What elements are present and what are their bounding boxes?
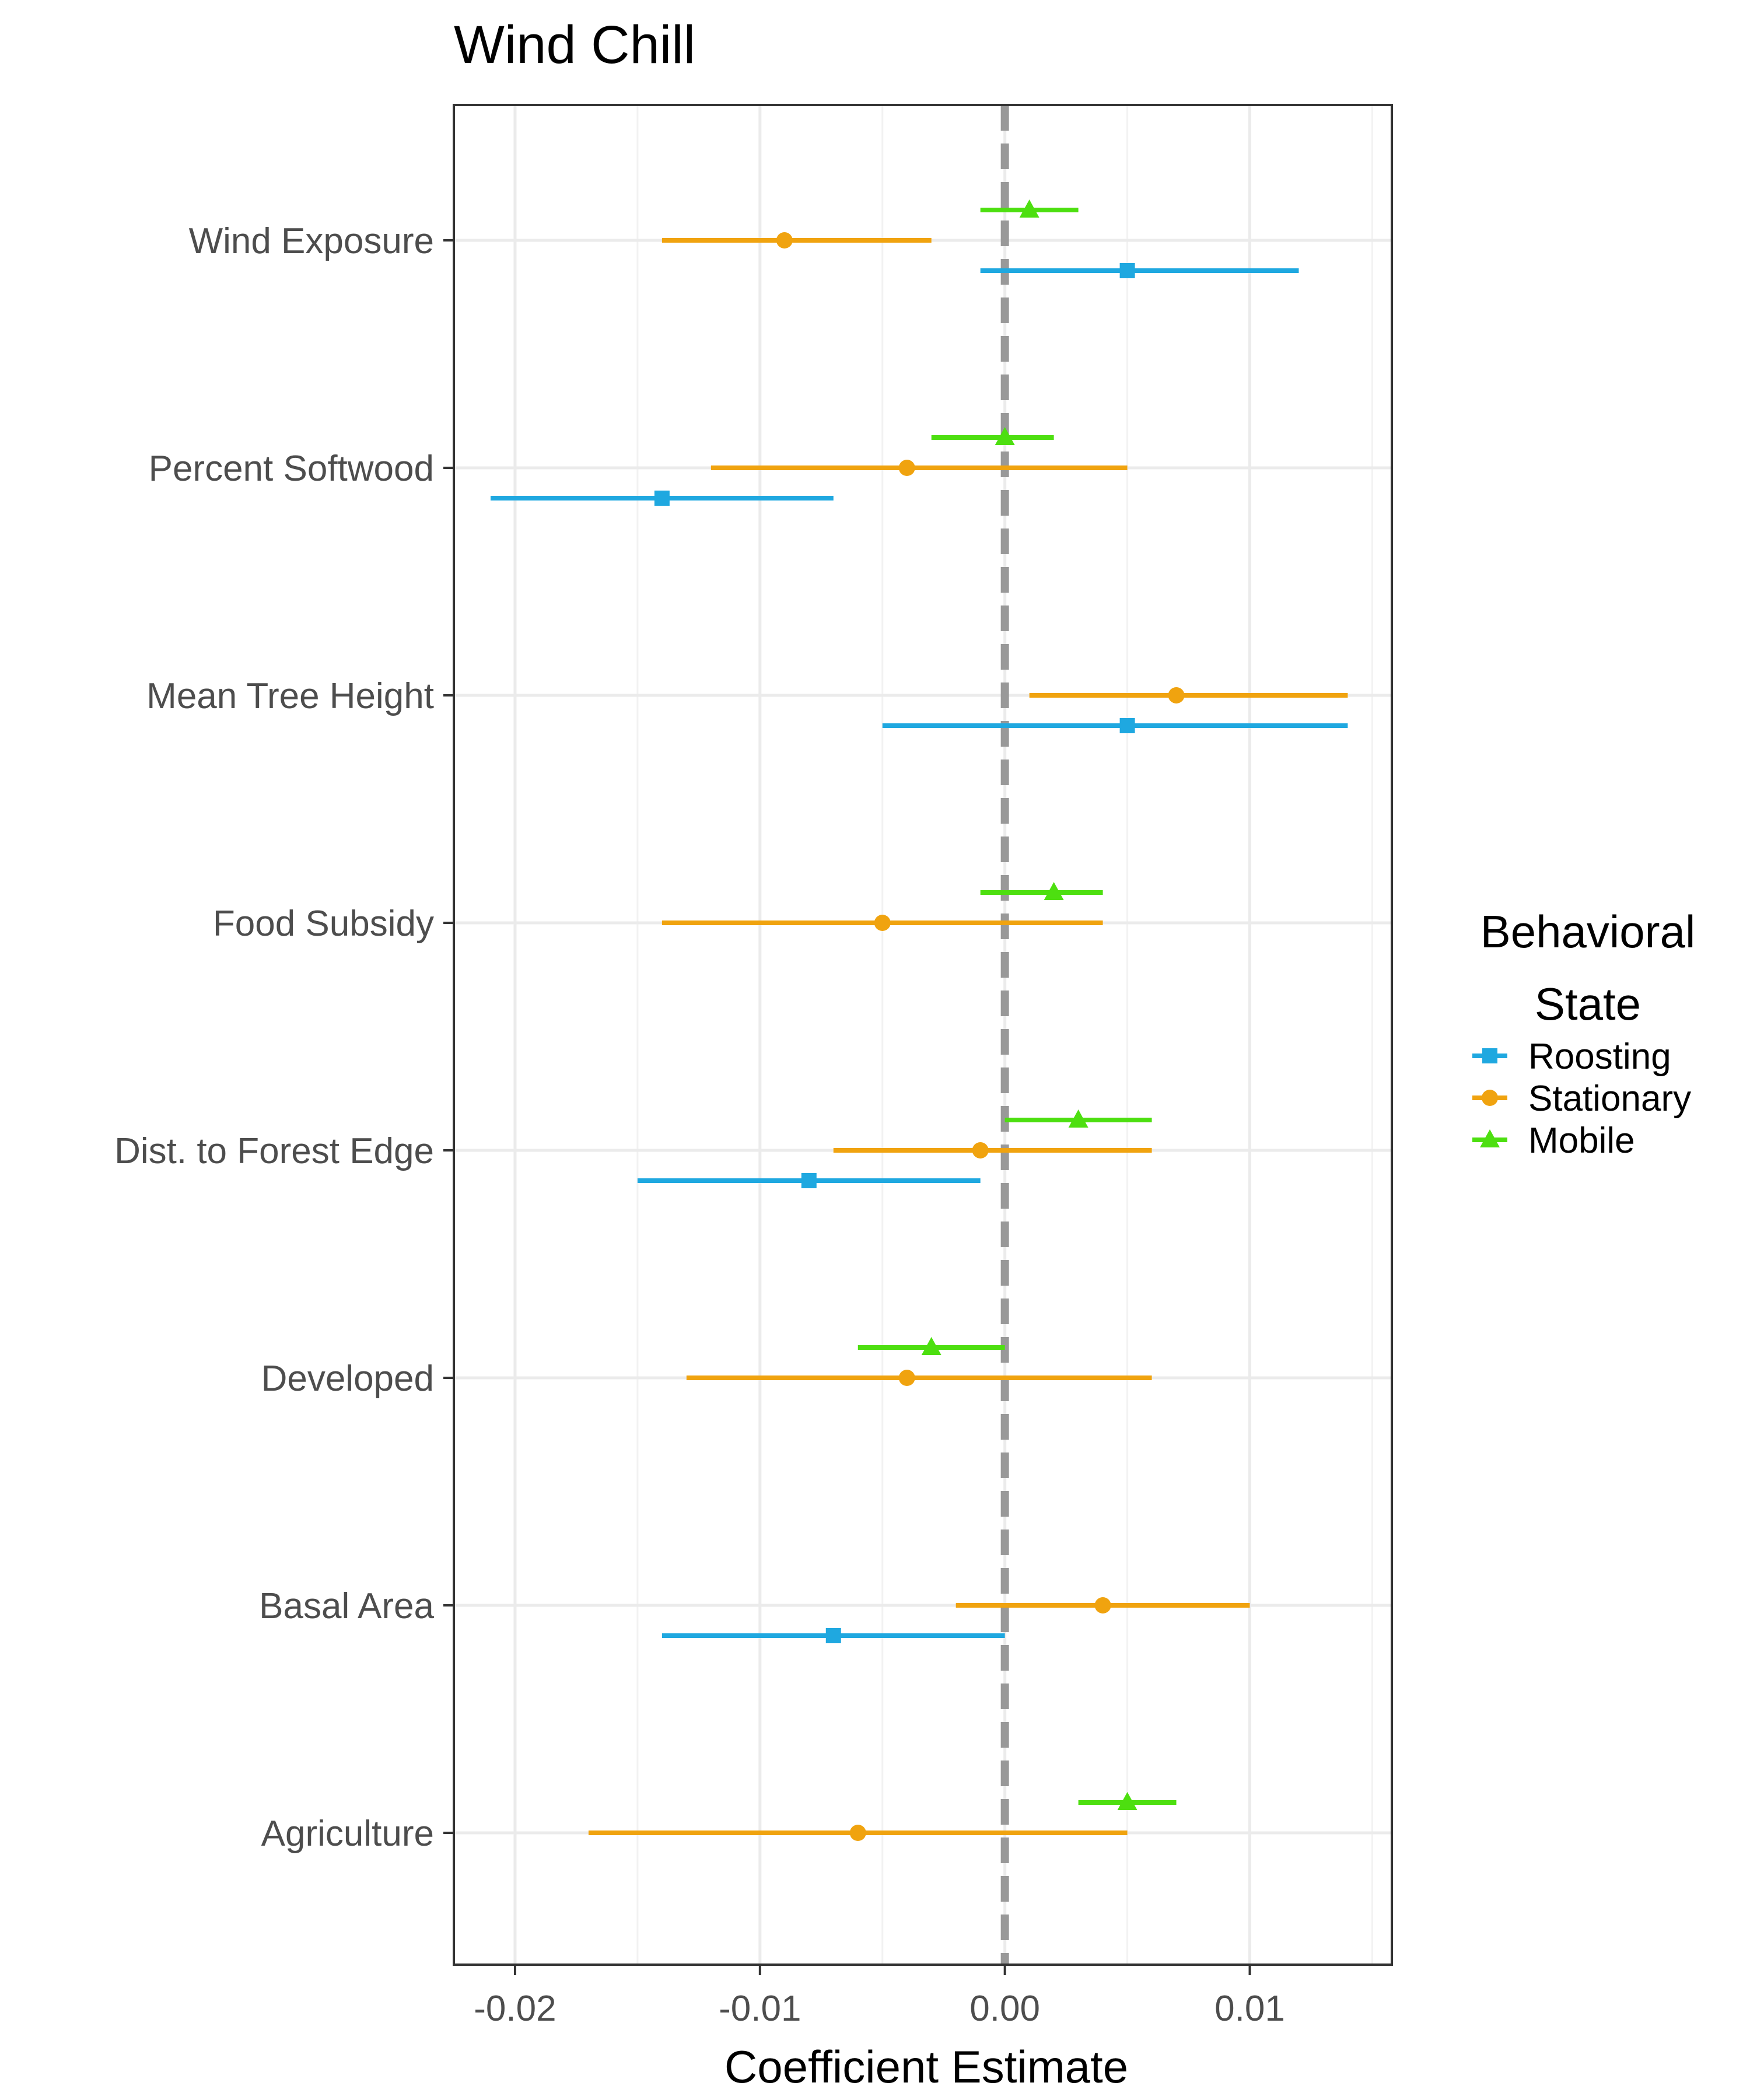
x-tick-label: 0.00 bbox=[970, 1989, 1040, 2029]
legend-key-marker bbox=[1482, 1048, 1497, 1063]
y-tick-label: Percent Softwood bbox=[149, 449, 434, 489]
legend-item-mobile: Mobile bbox=[1472, 1121, 1635, 1161]
point-estimate bbox=[1119, 718, 1135, 733]
plot-panel-border bbox=[453, 104, 1393, 1966]
point-estimate bbox=[874, 915, 891, 931]
chart-title: Wind Chill bbox=[454, 15, 695, 75]
legend-label: Roosting bbox=[1528, 1037, 1671, 1077]
x-tick-label: -0.02 bbox=[474, 1989, 556, 2029]
x-axis-title: Coefficient Estimate bbox=[724, 2041, 1128, 2092]
data-layer bbox=[490, 105, 1348, 1965]
legend-label: Stationary bbox=[1528, 1079, 1691, 1119]
y-tick-label: Food Subsidy bbox=[213, 904, 434, 944]
point-estimate bbox=[898, 1370, 915, 1386]
point-estimate bbox=[1117, 1792, 1138, 1810]
y-tick-label: Dist. to Forest Edge bbox=[114, 1131, 434, 1171]
axes: -0.02 -0.01 0.00 0.01 Wind Exposure Percent S… bbox=[114, 221, 1285, 2029]
point-estimate bbox=[995, 427, 1015, 445]
legend-label: Mobile bbox=[1528, 1121, 1635, 1161]
legend-title: State bbox=[1535, 978, 1641, 1030]
x-tick-label: 0.01 bbox=[1214, 1989, 1285, 2029]
point-estimate bbox=[1094, 1597, 1111, 1614]
point-estimate bbox=[654, 491, 670, 506]
y-tick-label: Basal Area bbox=[259, 1586, 434, 1626]
y-tick-label: Developed bbox=[261, 1359, 434, 1399]
x-tick-label: -0.01 bbox=[719, 1989, 801, 2029]
point-estimate bbox=[972, 1142, 989, 1158]
point-estimate bbox=[849, 1825, 866, 1841]
legend-title: Behavioral bbox=[1480, 906, 1696, 957]
legend-key-marker bbox=[1482, 1090, 1498, 1106]
point-estimate bbox=[921, 1337, 942, 1355]
y-tick-label: Agriculture bbox=[261, 1814, 434, 1854]
point-estimate bbox=[1044, 882, 1064, 900]
legend-item-stationary: Stationary bbox=[1472, 1079, 1691, 1119]
legend-key-marker bbox=[1480, 1129, 1500, 1147]
point-estimate bbox=[898, 460, 915, 476]
point-estimate bbox=[776, 232, 793, 249]
point-estimate bbox=[1068, 1110, 1088, 1128]
point-estimate bbox=[1168, 687, 1185, 704]
point-estimate bbox=[825, 1628, 841, 1643]
y-tick-label: Wind Exposure bbox=[189, 221, 434, 261]
series-stationary bbox=[588, 232, 1348, 1841]
series-roosting bbox=[490, 263, 1348, 1643]
point-estimate bbox=[1019, 200, 1040, 218]
point-estimate bbox=[801, 1173, 817, 1188]
series-mobile bbox=[858, 200, 1177, 1810]
y-tick-label: Mean Tree Height bbox=[146, 676, 434, 716]
legend-item-roosting: Roosting bbox=[1472, 1037, 1671, 1077]
point-estimate bbox=[1119, 263, 1135, 278]
gridlines bbox=[454, 105, 1392, 1965]
